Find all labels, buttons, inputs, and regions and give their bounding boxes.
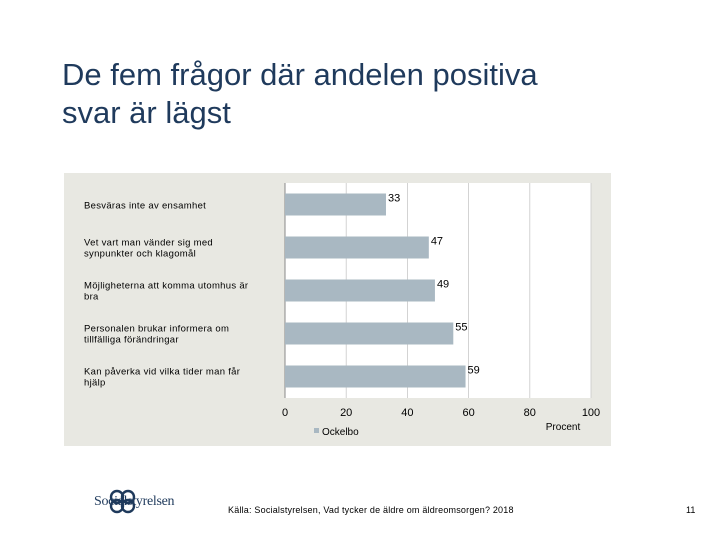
value-label-3: 55	[455, 322, 467, 334]
x-tick-label-80: 80	[524, 407, 536, 419]
legend-label: Ockelbo	[322, 427, 359, 438]
bar-1	[285, 236, 429, 259]
category-label-4-0: Kan påverka vid vilka tider man får	[84, 367, 240, 378]
category-label-2-0: Möjligheterna att komma utomhus är	[84, 281, 248, 292]
category-label-3-0: Personalen brukar informera om	[84, 324, 229, 335]
category-label-2-1: bra	[84, 292, 99, 303]
source-note: Källa: Socialstyrelsen, Vad tycker de äl…	[228, 505, 514, 515]
socialstyrelsen-logo-icon	[109, 489, 136, 514]
x-tick-label-40: 40	[401, 407, 413, 419]
category-label-0-0: Besväras inte av ensamhet	[84, 201, 206, 212]
title-line-1: De fem frågor där andelen positiva	[62, 57, 538, 92]
category-label-4-1: hjälp	[84, 378, 106, 389]
bar-4	[285, 365, 466, 388]
bar-chart: 33 Besväras inte av ensamhet 47 Vet vart ma…	[84, 183, 600, 438]
x-tick-label-60: 60	[462, 407, 474, 419]
x-tick-label-100: 100	[582, 407, 600, 419]
chart-panel: 33 Besväras inte av ensamhet 47 Vet vart ma…	[64, 173, 611, 446]
value-label-0: 33	[388, 193, 400, 205]
x-tick-label-20: 20	[340, 407, 352, 419]
title-line-2: svar är lägst	[62, 95, 231, 130]
category-label-3-1: tillfälliga förändringar	[84, 335, 179, 346]
bar-0	[285, 193, 386, 216]
logo-text: Socialstyrelsen	[94, 494, 175, 509]
legend-swatch	[314, 428, 319, 433]
bar-3	[285, 322, 454, 345]
page-number: 11	[686, 505, 696, 515]
value-label-2: 49	[437, 279, 449, 291]
category-label-1-1: synpunkter och klagomål	[84, 249, 196, 260]
category-label-1-0: Vet vart man vänder sig med	[84, 238, 213, 249]
bar-2	[285, 279, 435, 302]
value-label-1: 47	[431, 236, 443, 248]
value-label-4: 59	[468, 365, 480, 377]
slide-title: De fem frågor där andelen positiva svar …	[62, 56, 662, 132]
x-axis-label: Procent	[546, 422, 581, 433]
x-tick-label-0: 0	[282, 407, 288, 419]
